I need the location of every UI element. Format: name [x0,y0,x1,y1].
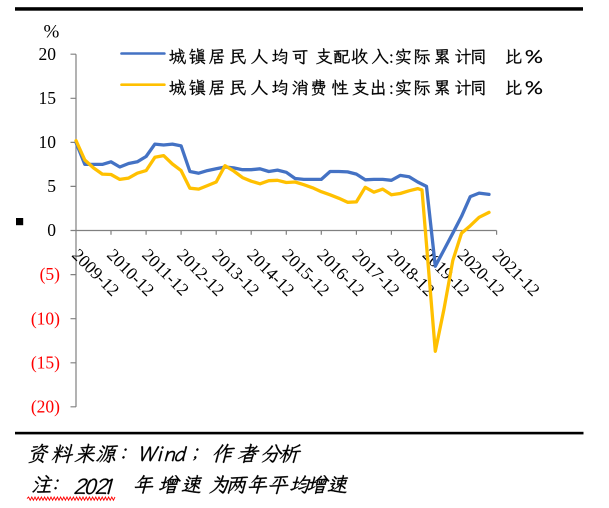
svg-text:(20): (20) [31,396,60,416]
svg-text:20: 20 [39,44,57,64]
svg-text:10: 10 [39,132,57,152]
svg-text:5: 5 [47,176,56,196]
svg-text:%: % [43,21,59,42]
svg-text:0: 0 [47,220,56,240]
svg-text:15: 15 [39,88,57,108]
svg-text:(10): (10) [31,308,60,328]
svg-text:(5): (5) [40,264,61,284]
svg-text:(15): (15) [31,352,60,372]
